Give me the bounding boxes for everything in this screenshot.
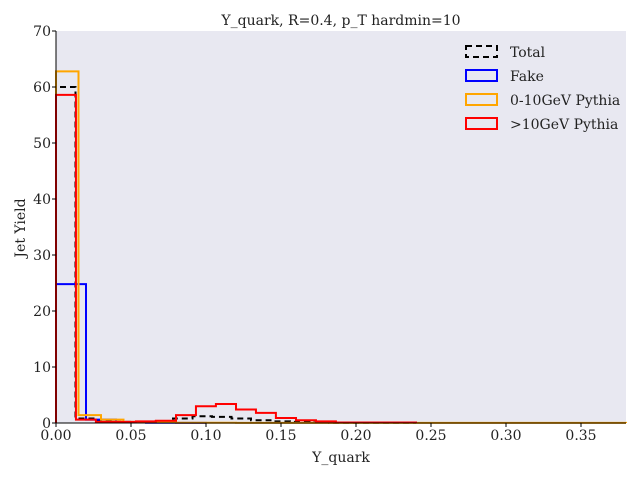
legend-label: Total: [510, 45, 546, 61]
x-tick-label: 0.05: [115, 428, 146, 444]
x-tick-label: 0.10: [190, 428, 221, 444]
legend-label: 0-10GeV Pythia: [510, 93, 620, 109]
x-tick-label: 0.15: [265, 428, 296, 444]
series-3-step-line: [55, 93, 417, 424]
x-tick-label: 0.20: [340, 428, 371, 444]
y-tick-label: 70: [33, 24, 51, 40]
y-tick-label: 20: [33, 304, 51, 320]
y-tick-label: 50: [33, 136, 51, 152]
x-tick-label: 0.30: [490, 428, 521, 444]
legend: Total Fake 0-10GeV Pythia >10GeV Pythia: [465, 45, 620, 133]
y-tick-label: 0: [42, 416, 51, 432]
x-tick-label: 0.00: [40, 428, 71, 444]
x-ticks: 0.00 0.05 0.10 0.15 0.20 0.25 0.30 0.35: [40, 423, 597, 444]
x-tick-label: 0.35: [565, 428, 596, 444]
y-axis-label: Jet Yield: [13, 198, 29, 259]
legend-swatch: [465, 45, 498, 58]
plot-area: [56, 31, 626, 423]
legend-swatch: [465, 69, 498, 82]
legend-label: >10GeV Pythia: [510, 117, 618, 133]
chart-title: Y_quark, R=0.4, p_T hardmin=10: [220, 13, 460, 29]
x-axis-label: Y_quark: [311, 450, 370, 466]
y-tick-label: 10: [33, 360, 51, 376]
legend-swatch: [465, 117, 498, 130]
legend-swatch: [465, 93, 498, 106]
y-tick-label: 30: [33, 248, 51, 264]
x-tick-label: 0.25: [415, 428, 446, 444]
legend-label: Fake: [510, 69, 544, 85]
y-ticks: 0 10 20 30 40 50 60 70: [33, 24, 56, 432]
axes-layer: [55, 31, 626, 424]
y-tick-label: 60: [33, 80, 51, 96]
y-tick-label: 40: [33, 192, 51, 208]
